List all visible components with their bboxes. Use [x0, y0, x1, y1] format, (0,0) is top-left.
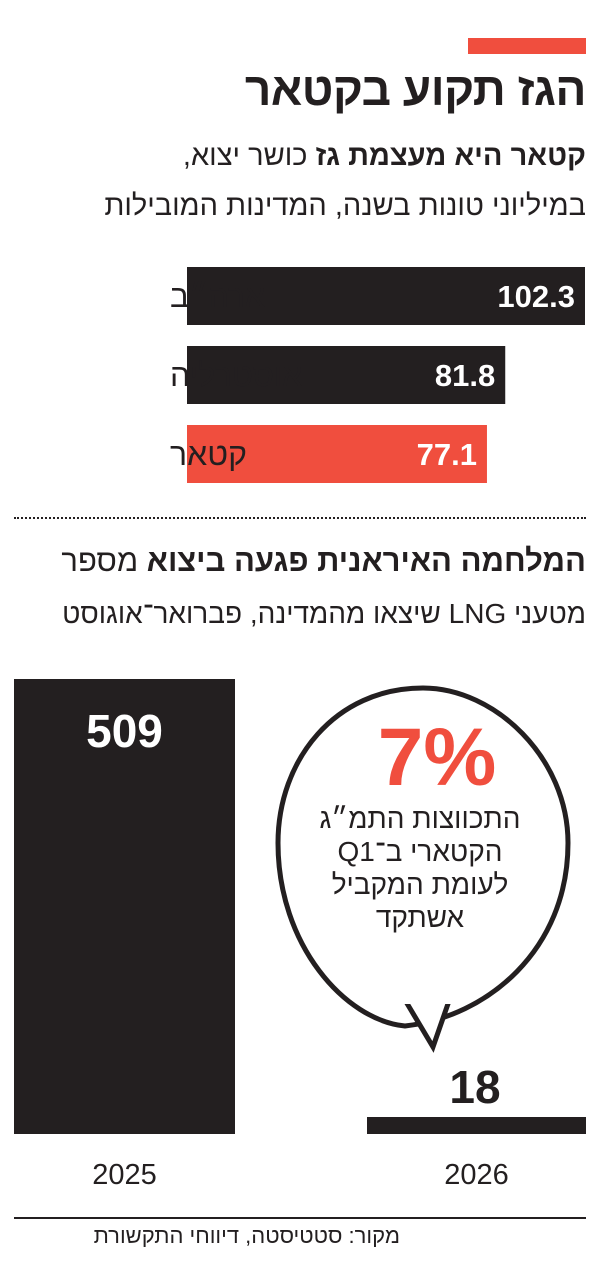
callout-value: 7%	[378, 712, 497, 803]
callout-bubble	[275, 685, 571, 1029]
callout-text-line: לעומת המקביל	[332, 869, 509, 900]
column	[367, 1117, 586, 1134]
callout-tail-mask	[400, 986, 456, 1004]
section-divider	[14, 517, 586, 519]
column-value-label: 18	[449, 1061, 500, 1113]
bar-category-label: קטאר	[170, 436, 247, 472]
callout-text-line: התכווצות התמ״ג	[319, 803, 520, 834]
source-rule	[14, 1217, 586, 1219]
section2-subtitle: מטעני LNG שיצאו מהמדינה, פברואר־אוגוסט	[62, 598, 586, 629]
callout-text-line: אשתקד	[376, 902, 465, 933]
section2-title: המלחמה האיראנית פגעה ביצוא מספר	[61, 543, 586, 579]
column-value-label: 509	[86, 705, 163, 757]
section2-title-regular: מספר	[61, 543, 147, 578]
bar	[187, 346, 506, 404]
bar-value-label: 81.8	[435, 358, 495, 393]
source-note: מקור: סטטיסטה, דיווחי התקשורת	[93, 1223, 400, 1248]
bar-category-label: ארה״ב	[170, 278, 265, 314]
column-category-label: 2025	[92, 1159, 157, 1191]
bar	[187, 425, 487, 483]
subtitle-line-2: במיליוני טונות בשנה, המדינות המובילות	[104, 190, 586, 222]
subtitle-bold: קטאר היא מעצמת גז	[315, 140, 586, 172]
callout-text-line: הקטארי ב־Q1	[338, 836, 503, 867]
accent-bar	[468, 38, 586, 54]
chart-title: הגז תקוע בקטאר	[244, 63, 587, 115]
subtitle-line-1: קטאר היא מעצמת גז כושר יצוא,	[183, 140, 586, 173]
column-category-label: 2026	[444, 1159, 509, 1191]
callout-tail	[402, 997, 453, 1053]
bar	[187, 267, 585, 325]
bar-value-label: 102.3	[497, 279, 575, 314]
bar-value-label: 77.1	[417, 437, 477, 472]
section2-title-bold: המלחמה האיראנית פגעה ביצוא	[146, 543, 586, 578]
export-capacity-chart: 102.3 ארה״ב 81.8 אוסטרליה 77.1 קטאר	[170, 267, 585, 483]
column	[14, 679, 235, 1134]
subtitle-regular: כושר יצוא,	[182, 140, 316, 172]
bar-category-label: אוסטרליה	[170, 357, 302, 393]
